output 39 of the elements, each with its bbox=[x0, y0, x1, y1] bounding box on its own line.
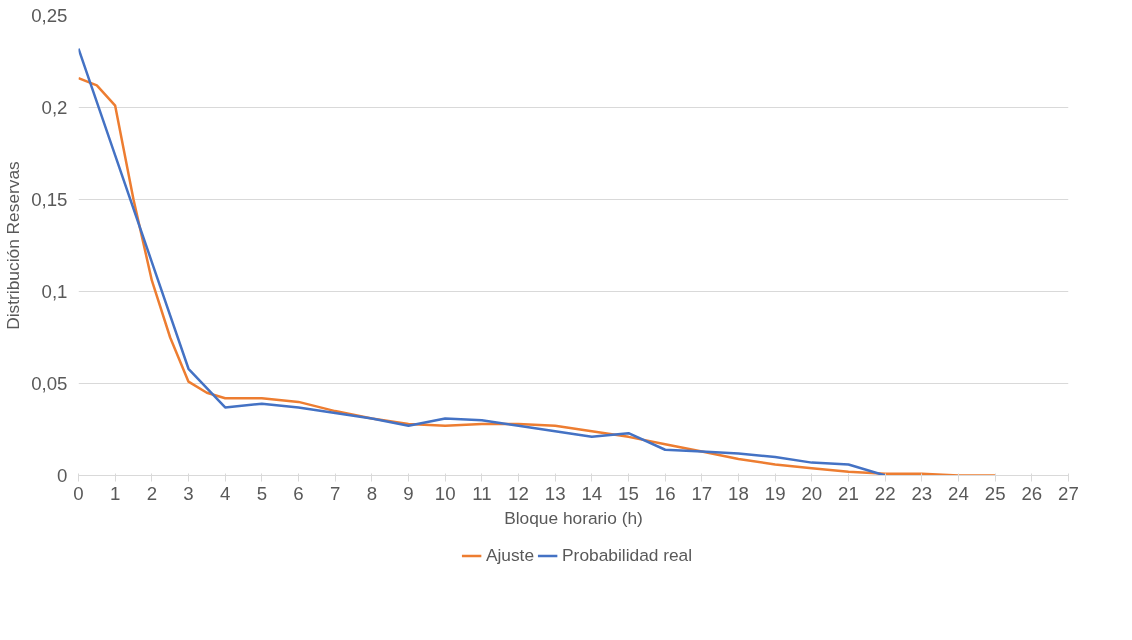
x-tick-label: 8 bbox=[366, 482, 378, 504]
x-tick-label: 13 bbox=[544, 482, 566, 504]
x-tick-label: 22 bbox=[874, 482, 896, 504]
x-tick-label: 27 bbox=[1058, 482, 1079, 504]
x-tick-label: 15 bbox=[618, 482, 639, 504]
x-tick-label: 2 bbox=[146, 482, 158, 504]
x-tick-label: 17 bbox=[691, 482, 713, 504]
x-tick-label: 1 bbox=[109, 482, 121, 504]
x-axis-title: Bloque horario (h) bbox=[504, 507, 643, 528]
x-tick-label: 23 bbox=[911, 482, 933, 504]
x-tick-label: 7 bbox=[329, 482, 341, 504]
y-tick-label: 0,25 bbox=[31, 5, 68, 26]
x-tick-label: 18 bbox=[728, 482, 749, 504]
x-tick-label: 21 bbox=[838, 482, 859, 504]
x-tick-label: 16 bbox=[654, 482, 676, 504]
x-tick-label: 0 bbox=[73, 482, 84, 504]
y-tick-label: 0,15 bbox=[31, 189, 68, 210]
x-tick-label: 14 bbox=[581, 482, 603, 504]
x-tick-label: 6 bbox=[293, 482, 304, 504]
y-axis-title: Distribución Reservas bbox=[3, 160, 24, 330]
x-tick-label: 10 bbox=[434, 482, 456, 504]
x-tick-label: 4 bbox=[219, 482, 231, 504]
x-tick-label: 5 bbox=[256, 482, 268, 504]
y-tick-label: 0,2 bbox=[41, 97, 68, 118]
line-series bbox=[78, 47, 887, 476]
legend-label: Probabilidad real bbox=[562, 544, 693, 566]
x-tick-label: 19 bbox=[764, 482, 786, 504]
legend-label: Ajuste bbox=[485, 544, 535, 566]
x-tick-label: 20 bbox=[801, 482, 823, 504]
y-tick-label: 0 bbox=[57, 465, 68, 486]
y-tick-label: 0,05 bbox=[31, 373, 68, 394]
x-tick-label: 9 bbox=[403, 482, 414, 504]
x-tick-label: 26 bbox=[1021, 482, 1043, 504]
x-tick-label: 12 bbox=[508, 482, 529, 504]
x-tick-label: 3 bbox=[183, 482, 194, 504]
x-tick-label: 25 bbox=[984, 482, 1006, 504]
x-tick-label: 24 bbox=[948, 482, 969, 504]
x-tick-label: 11 bbox=[472, 482, 492, 504]
y-tick-label: 0,1 bbox=[41, 281, 68, 302]
